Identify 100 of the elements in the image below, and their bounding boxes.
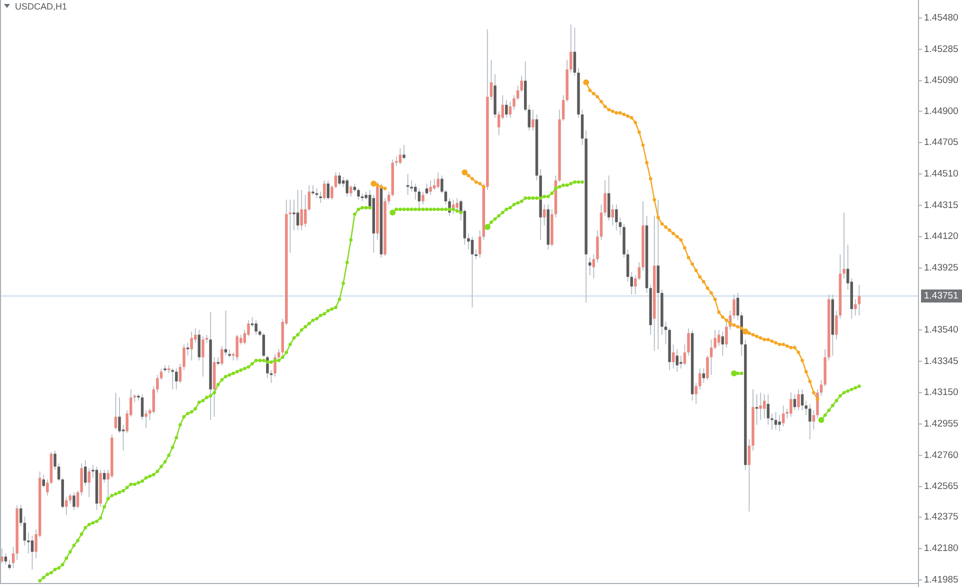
point [774, 341, 778, 344]
candlestick [178, 363, 182, 384]
candlestick [84, 460, 87, 486]
candlestick [615, 204, 618, 231]
candlestick [766, 394, 770, 426]
point [474, 180, 478, 184]
candlestick [470, 236, 474, 308]
point [637, 130, 641, 134]
candlestick [770, 413, 774, 430]
candlestick [687, 328, 690, 356]
candlestick [573, 27, 576, 76]
candlestick [542, 204, 546, 226]
candlestick [395, 156, 398, 166]
point [755, 334, 758, 338]
candlestick [732, 294, 736, 320]
candlestick [717, 329, 720, 347]
candlestick [422, 191, 424, 206]
y-tick-label: 1.45285 [924, 44, 958, 55]
candlestick [418, 188, 421, 210]
point [785, 344, 789, 348]
candlestick [357, 188, 360, 200]
point [470, 177, 474, 180]
point [762, 338, 766, 342]
candlestick [198, 329, 201, 361]
point [607, 108, 611, 112]
candlestick [774, 411, 778, 430]
point [588, 88, 592, 92]
point [740, 372, 744, 376]
candlestick [65, 496, 68, 516]
candlestick [748, 438, 751, 512]
point [690, 262, 694, 266]
point [782, 342, 786, 346]
point [706, 286, 710, 290]
point [812, 390, 816, 394]
point [592, 92, 596, 96]
point [770, 339, 774, 343]
point [679, 238, 683, 242]
point [796, 350, 800, 354]
point [816, 397, 820, 401]
candlestick [182, 344, 186, 371]
y-tick-label: 1.44705 [924, 137, 958, 148]
candlestick [797, 388, 800, 411]
candlestick [858, 284, 861, 316]
candlestick [236, 334, 238, 361]
candlestick [676, 348, 678, 372]
point [634, 120, 638, 124]
candlestick [30, 535, 34, 570]
candlestick [175, 368, 178, 390]
candlestick [304, 194, 307, 228]
candlestick [326, 180, 330, 200]
point [736, 372, 740, 376]
candlestick [387, 191, 390, 206]
candlestick [102, 469, 106, 484]
candlestick [23, 516, 26, 546]
candlestick [436, 172, 440, 189]
point [710, 291, 713, 295]
candlestick [626, 249, 630, 282]
candlestick [338, 172, 341, 186]
candlestick [346, 178, 348, 197]
candlestick [429, 180, 432, 196]
candlestick [478, 230, 482, 258]
candlestick [118, 396, 121, 434]
y-tick-label: 1.45090 [924, 75, 958, 86]
candlestick [398, 148, 402, 165]
candlestick [793, 394, 796, 411]
candlestick [27, 532, 30, 554]
point [648, 177, 652, 180]
point [482, 185, 486, 189]
candlestick [528, 104, 531, 132]
candlestick [224, 310, 228, 356]
point [778, 342, 782, 346]
point [728, 322, 732, 326]
candlestick [596, 230, 599, 263]
y-tick-label: 1.44900 [924, 106, 958, 117]
candlestick [812, 410, 816, 430]
point [610, 110, 614, 113]
y-tick-label: 1.44315 [924, 200, 958, 211]
point [672, 232, 676, 236]
point [603, 104, 607, 108]
point [668, 228, 672, 232]
point [751, 333, 755, 336]
y-tick-label: 1.44120 [924, 231, 958, 242]
candlestick [402, 144, 406, 160]
candlestick [296, 190, 300, 231]
candlestick [706, 355, 709, 380]
point [664, 225, 668, 229]
point [720, 315, 724, 319]
candlestick [800, 388, 804, 411]
candlestick [808, 403, 812, 440]
point [740, 326, 744, 330]
candlestick [140, 394, 144, 420]
point [748, 331, 751, 335]
candlestick [432, 178, 436, 191]
point [732, 323, 736, 327]
candlestick [782, 404, 785, 427]
point [686, 256, 690, 260]
chart-title: USDCAD,H1 [15, 2, 68, 12]
y-tick-label: 1.43925 [924, 262, 958, 274]
y-tick-label: 1.41985 [924, 574, 958, 586]
candlestick [611, 204, 614, 226]
